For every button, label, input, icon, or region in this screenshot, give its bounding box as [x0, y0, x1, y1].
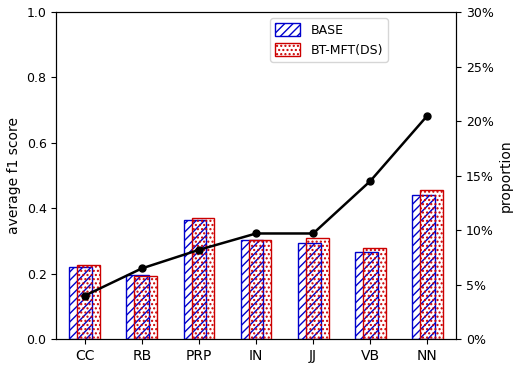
- Bar: [69, 267, 92, 339]
- Bar: [298, 243, 321, 339]
- Bar: [306, 238, 329, 339]
- Bar: [126, 275, 149, 339]
- Bar: [363, 248, 386, 339]
- Bar: [191, 218, 214, 339]
- Y-axis label: proportion: proportion: [499, 139, 513, 212]
- Bar: [420, 191, 443, 339]
- Bar: [77, 265, 100, 339]
- Bar: [184, 220, 206, 339]
- Bar: [135, 276, 157, 339]
- Bar: [412, 195, 435, 339]
- Legend: BASE, BT-MFT(DS): BASE, BT-MFT(DS): [270, 18, 388, 62]
- Bar: [355, 252, 378, 339]
- Bar: [249, 240, 271, 339]
- Y-axis label: average f1 score: average f1 score: [7, 117, 21, 234]
- Bar: [241, 240, 264, 339]
